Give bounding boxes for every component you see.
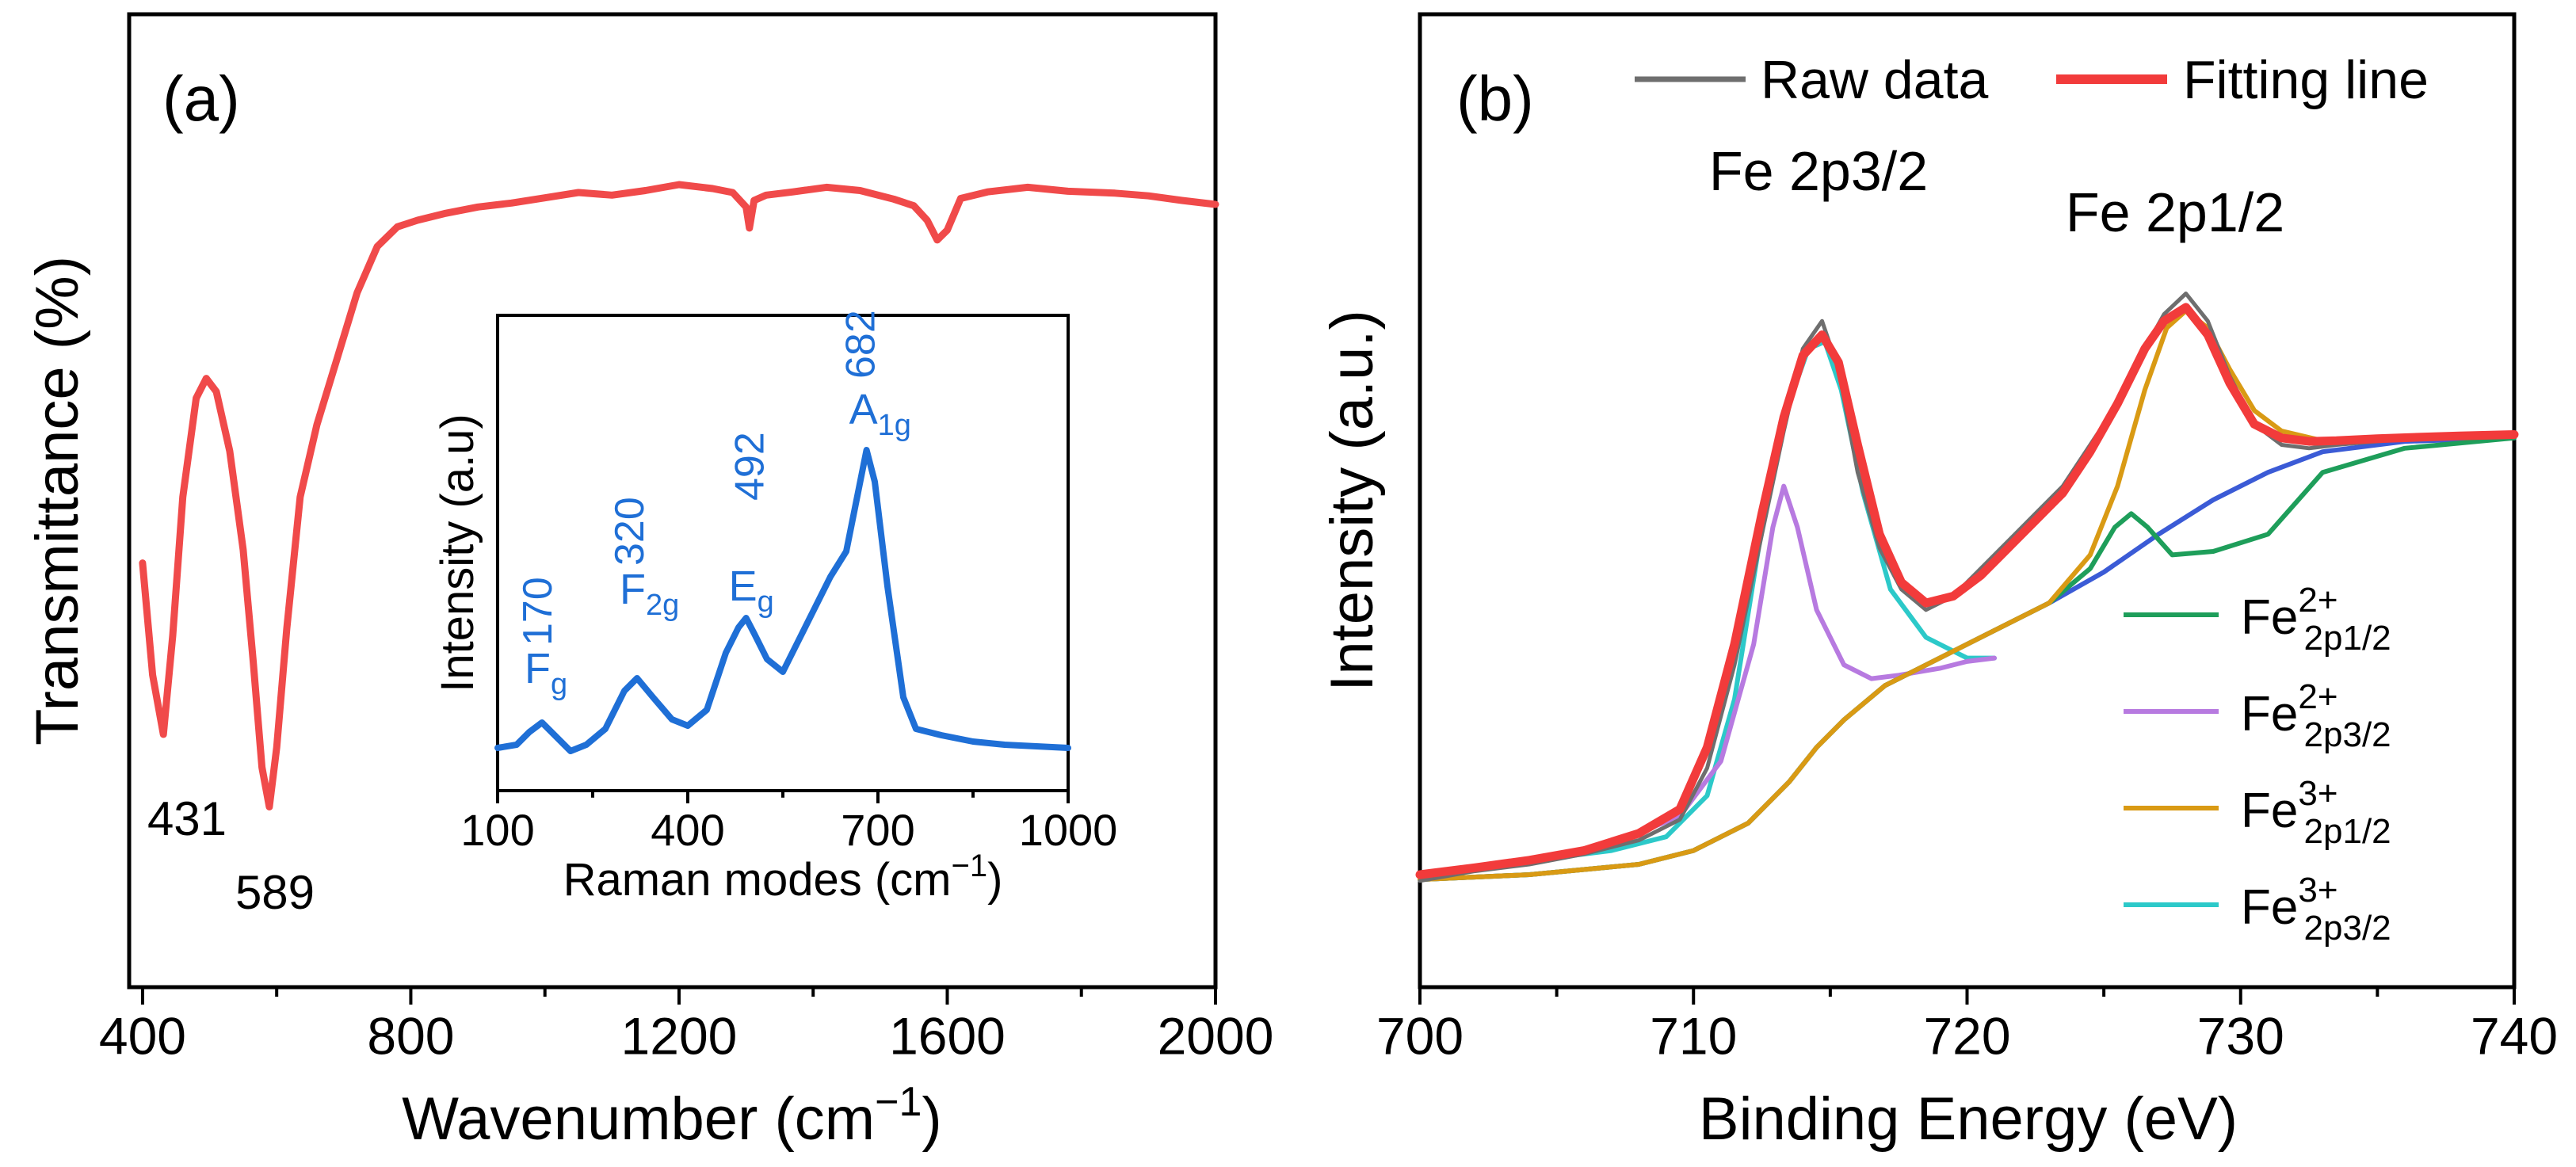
raman-peak-number-170: 170 (515, 577, 561, 646)
legend-label-fe2-2p3-2: Fe2+ 2p3/2 (2241, 677, 2391, 754)
x-tick-label-700: 700 (1376, 1007, 1464, 1066)
series-line-fe3-2p1-2 (1418, 308, 2517, 883)
panel-b-x-axis-label: Binding Energy (eV) (1699, 1085, 2238, 1153)
x-tick-label-1200: 1200 (621, 1007, 738, 1066)
x-tick-label-800: 800 (367, 1007, 454, 1066)
inset-background (498, 315, 1068, 791)
panel-b-x-ticks: 700 710 720 730 740 (1376, 987, 2558, 1066)
inset-y-axis-label: Intensity (a.u) (432, 414, 483, 692)
series-line-ftir (139, 181, 1219, 810)
raman-peak-number-492: 492 (727, 432, 773, 501)
legend-label-fe3-2p3-2: Fe3+ 2p3/2 (2241, 871, 2391, 948)
x-tick-label-100: 100 (460, 805, 534, 855)
x-tick-label-740: 740 (2471, 1007, 2558, 1066)
inset-x-axis-label: Raman modes (cm−1) (563, 849, 1003, 906)
inset-plot-area (494, 447, 1071, 754)
legend-label-fe2-2p1-2: Fe2+ 2p1/2 (2241, 581, 2391, 658)
panel-a-frame (127, 12, 1218, 990)
raman-peak-mode-a1g: A1g (849, 386, 911, 442)
panel-b: 700 710 720 730 740 (b) Binding Energy (eV) … (1319, 12, 2558, 1153)
series-line-raman (494, 447, 1071, 754)
inset-x-ticks: 100 400 700 1000 (460, 791, 1117, 855)
panel-a: 400 800 1200 1600 2000 (a) Wavenumber (cm−1)… (24, 12, 1274, 1153)
x-tick-label-1000: 1000 (1019, 805, 1118, 855)
x-tick-label-720: 720 (1923, 1007, 2010, 1066)
x-tick-label-700: 700 (841, 805, 914, 855)
x-tick-label-2000: 2000 (1158, 1007, 1274, 1066)
x-tick-label-400: 400 (651, 805, 724, 855)
legend-components: Fe2+ 2p1/2 Fe2+ 2p3/2 Fe3+ 2p1/2 Fe3+ 2p3/2 (2124, 581, 2391, 948)
raman-peak-number-320: 320 (607, 497, 653, 566)
x-tick-label-400: 400 (99, 1007, 186, 1066)
legend-label-fitting-line: Fitting line (2183, 50, 2429, 110)
legend-label-raw-data: Raw data (1761, 50, 1988, 110)
series-line-fe3-2p3-2 (1418, 339, 1997, 877)
panel-a-x-ticks: 400 800 1200 1600 2000 (99, 987, 1274, 1066)
legend-label-fe3-2p1-2: Fe3+ 2p1/2 (2241, 774, 2391, 851)
raman-peak-mode-f2g: F2g (620, 566, 679, 622)
raman-peak-mode-fg: Fg (525, 645, 567, 701)
panel-a-y-axis-label: Transmittance (%) (24, 256, 91, 746)
peak-label-fe-2p3-2: Fe 2p3/2 (1709, 140, 1928, 202)
raman-peak-number-682: 682 (838, 310, 884, 379)
legend-top: Raw data Fitting line (1635, 50, 2429, 110)
panel-a-x-axis-label: Wavenumber (cm−1) (402, 1079, 941, 1153)
x-tick-label-710: 710 (1650, 1007, 1737, 1066)
raman-peak-mode-eg: Eg (729, 563, 774, 619)
peak-label-431: 431 (147, 792, 227, 845)
series-line-fe2-2p3-2 (1418, 483, 1997, 877)
x-tick-label-1600: 1600 (889, 1007, 1006, 1066)
panel-b-y-axis-label: Intensity (a.u.) (1319, 310, 1386, 692)
panel-a-label: (a) (162, 63, 240, 134)
panel-b-plot-area (1415, 292, 2519, 883)
x-tick-label-730: 730 (2197, 1007, 2284, 1066)
panel-b-label: (b) (1456, 63, 1534, 134)
peak-label-589: 589 (235, 866, 315, 919)
series-line-fitting-line (1415, 303, 2519, 879)
series-line-raw-data (1418, 292, 2517, 883)
peak-label-fe-2p1-2: Fe 2p1/2 (2066, 181, 2284, 243)
panel-a-plot-area (139, 181, 1219, 810)
